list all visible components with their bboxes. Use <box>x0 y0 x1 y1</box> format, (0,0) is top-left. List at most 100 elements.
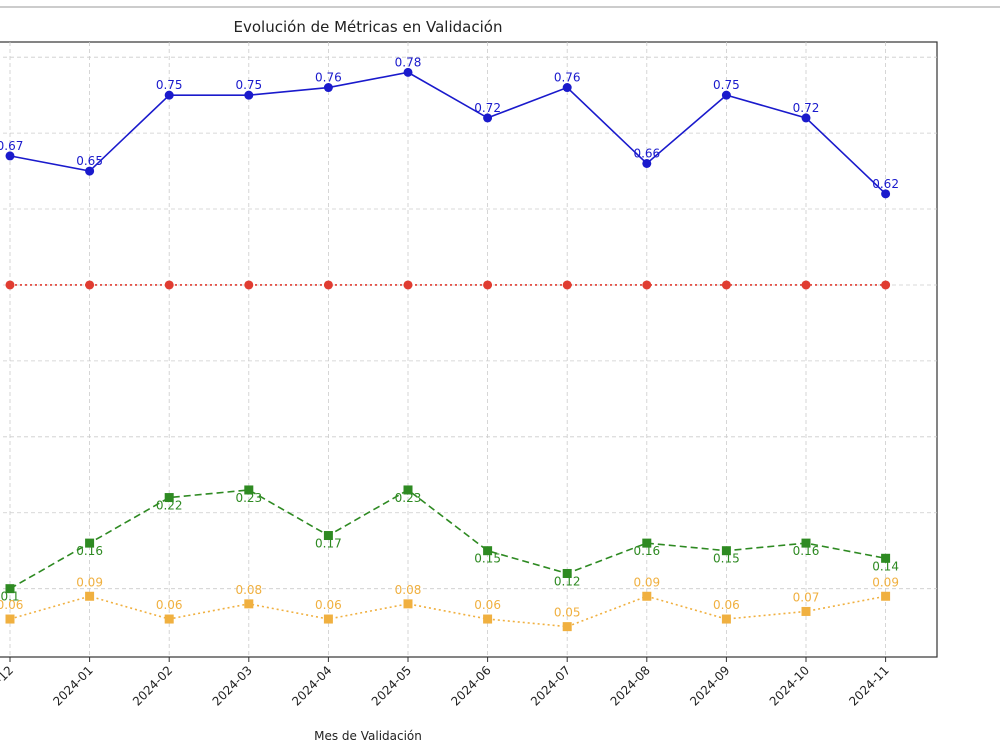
marker <box>323 280 333 290</box>
data-label: 0.15 <box>713 552 740 566</box>
marker <box>85 538 95 548</box>
series-line <box>9 489 886 590</box>
marker <box>244 485 254 495</box>
data-label: 0.75 <box>235 78 262 92</box>
data-label: 0.08 <box>395 583 422 597</box>
data-label: 0.06 <box>315 598 342 612</box>
data-label: 0.78 <box>395 55 422 69</box>
data-label: 0.17 <box>315 537 342 551</box>
x-tick-label: 2024-08 <box>608 663 653 708</box>
data-label: 0.06 <box>713 598 740 612</box>
marker <box>801 280 811 290</box>
marker <box>562 568 572 578</box>
marker <box>721 614 731 624</box>
marker <box>164 90 174 100</box>
marker <box>164 493 174 503</box>
x-tick-label: 2024-06 <box>448 663 493 708</box>
marker <box>5 151 15 161</box>
chart-title: Evolución de Métricas en Validación <box>234 18 503 36</box>
series-line <box>9 71 887 195</box>
data-label: 0.16 <box>76 544 103 558</box>
marker <box>642 538 652 548</box>
marker <box>244 280 254 290</box>
x-tick-label: 2024-03 <box>210 663 255 708</box>
marker <box>562 83 572 93</box>
data-label: 0.1 <box>0 590 19 604</box>
marker <box>881 553 891 563</box>
data-label: 0.06 <box>0 598 23 612</box>
data-label: 0.72 <box>793 101 820 115</box>
x-tick-label: 2024-10 <box>767 663 812 708</box>
data-label: 0.76 <box>554 71 581 85</box>
marker <box>5 614 15 624</box>
data-label: 0.22 <box>156 499 183 513</box>
marker <box>164 280 174 290</box>
data-label: 0.08 <box>235 583 262 597</box>
data-label: 0.05 <box>554 606 581 620</box>
data-label: 0.09 <box>872 575 899 589</box>
x-tick-label: 2024-01 <box>50 663 95 708</box>
marker <box>642 280 652 290</box>
marker <box>801 606 811 616</box>
marker <box>801 113 811 123</box>
marker <box>85 280 95 290</box>
marker <box>164 614 174 624</box>
marker <box>403 280 413 290</box>
marker <box>403 599 413 609</box>
marker <box>642 158 652 168</box>
marker <box>403 67 413 77</box>
marker <box>5 280 15 290</box>
data-label: 0.76 <box>315 71 342 85</box>
marker <box>403 485 413 495</box>
marker <box>721 90 731 100</box>
marker <box>244 90 254 100</box>
x-tick-label: 2024-07 <box>528 663 573 708</box>
x-tick-label: 2024-04 <box>289 663 334 708</box>
data-label: 0.62 <box>872 177 899 191</box>
marker <box>323 614 333 624</box>
marker <box>244 599 254 609</box>
marker <box>562 622 572 632</box>
data-label: 0.67 <box>0 139 23 153</box>
marker <box>483 280 493 290</box>
x-axis-label: Mes de Validación <box>314 729 422 743</box>
data-label: 0.16 <box>793 544 820 558</box>
x-tick-label: 2024-09 <box>687 663 732 708</box>
data-label: 0.16 <box>633 544 660 558</box>
marker <box>881 591 891 601</box>
x-tick-label: 2024-02 <box>130 663 175 708</box>
marker <box>721 280 731 290</box>
marker <box>483 546 493 556</box>
marker <box>483 113 493 123</box>
marker <box>801 538 811 548</box>
data-label: 0.09 <box>633 575 660 589</box>
data-label: 0.06 <box>156 598 183 612</box>
data-label: 0.66 <box>633 146 660 160</box>
data-label: 0.65 <box>76 154 103 168</box>
data-label: 0.12 <box>554 574 581 588</box>
data-label: 0.75 <box>156 78 183 92</box>
data-label: 0.15 <box>474 552 501 566</box>
marker <box>721 546 731 556</box>
marker <box>85 591 95 601</box>
marker <box>483 614 493 624</box>
data-label: 0.23 <box>235 491 262 505</box>
marker <box>562 280 572 290</box>
data-label: 0.72 <box>474 101 501 115</box>
x-tick-label: 2024-05 <box>369 663 414 708</box>
marker <box>85 166 95 176</box>
marker <box>323 531 333 541</box>
x-tick-label: 2024-11 <box>846 663 891 708</box>
marker <box>323 83 333 93</box>
data-label: 0.75 <box>713 78 740 92</box>
marker <box>5 584 15 594</box>
marker <box>642 591 652 601</box>
marker <box>881 280 891 290</box>
data-label: 0.07 <box>793 590 820 604</box>
data-label: 0.06 <box>474 598 501 612</box>
marker <box>881 189 891 199</box>
series-line <box>9 595 886 628</box>
x-tick-label: 2023-12 <box>0 663 16 708</box>
